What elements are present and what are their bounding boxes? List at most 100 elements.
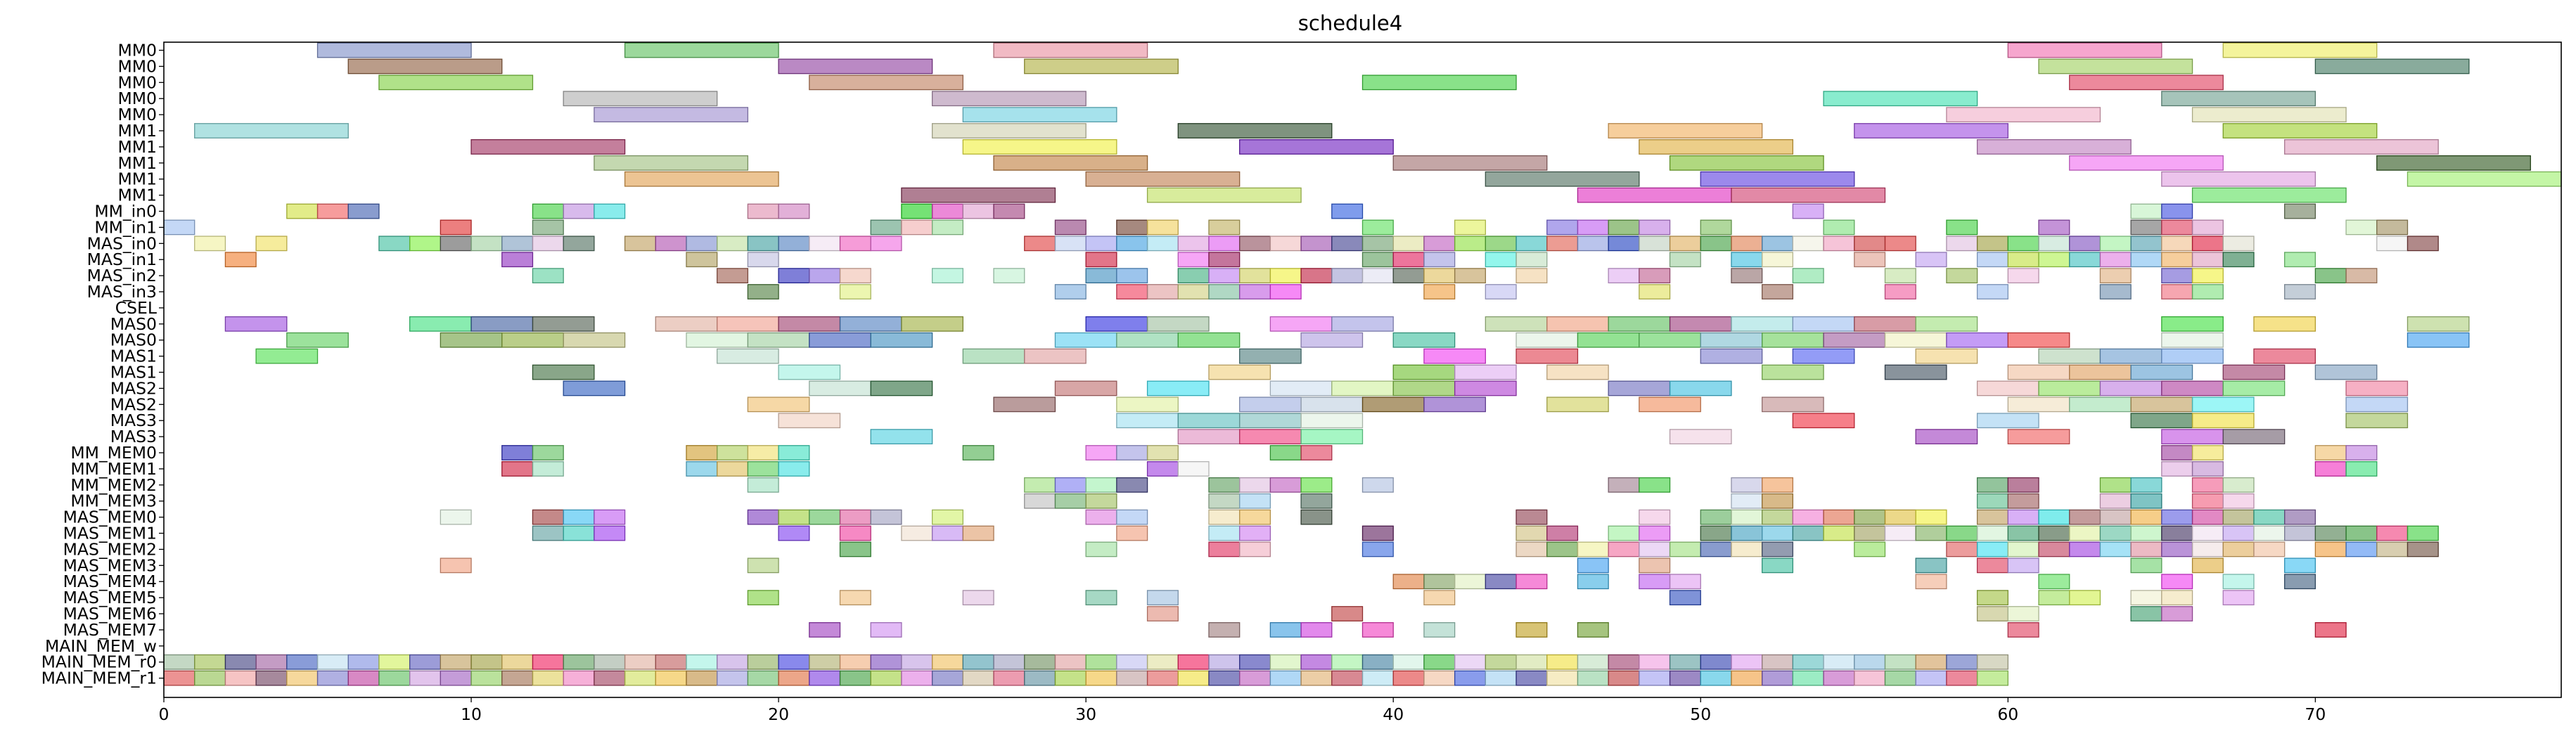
task-bar [993,42,1148,58]
task-bar [1300,413,1364,429]
task-bar [2253,525,2286,541]
task-bar [747,670,779,686]
task-bar [1946,236,1978,252]
task-bar [2007,525,2039,541]
task-bar [2038,58,2193,75]
y-tick-label: MAS0 [110,330,157,350]
y-tick-label: MM_MEM2 [70,475,157,495]
task-bar [717,348,779,364]
task-bar [747,590,779,605]
task-bar [2007,493,2039,509]
task-bar [2130,252,2162,268]
task-bar [532,219,564,236]
y-axis: MM0MM0MM0MM0MM0MM1MM1MM1MM1MM1MM_in0MM_i… [41,41,164,688]
task-bar [1884,284,1916,299]
task-bar [901,203,933,219]
task-bar [747,445,779,460]
task-bar [1116,477,1148,493]
task-bar [1485,670,1517,686]
task-bar [2038,541,2070,558]
task-bar [470,138,626,155]
task-bar [1976,670,2008,686]
task-bar [2345,397,2409,413]
task-bar [1731,670,1763,686]
task-bar [440,509,472,525]
task-bar [2222,236,2255,252]
task-bar [1116,525,1148,541]
task-bar [1331,606,1364,621]
task-bar [1762,284,1794,299]
task-bar [409,316,472,332]
task-bar [1485,654,1517,670]
task-bar [1546,397,1609,413]
y-tick-label: MM0 [117,72,157,92]
task-bar [2161,461,2193,477]
task-bar [1392,654,1425,670]
task-bar [1392,236,1425,252]
task-bar [2099,380,2162,397]
task-bar [1976,493,2008,509]
task-bar [1146,461,1179,477]
task-bar [1054,477,1087,493]
task-bar [1669,155,1824,171]
task-bar [1146,316,1210,332]
task-bar [1700,541,1732,558]
y-tick-label: MAS_MEM1 [63,524,157,543]
task-bar [194,654,226,670]
task-bar [1208,654,1241,670]
task-bar [1269,316,1333,332]
task-bar [2191,541,2224,558]
task-bar [1731,477,1763,493]
task-bar [1146,654,1179,670]
task-bar [1577,219,1609,236]
task-bar [624,236,656,252]
task-bar [1085,590,1117,605]
task-bar [901,525,933,541]
task-bar [1915,525,1947,541]
task-bar [962,138,1117,155]
task-bar [962,107,1117,123]
task-bar [563,654,595,670]
task-bar [316,203,349,219]
task-bar [1269,236,1302,252]
task-bar [1239,397,1302,413]
task-bar [1577,558,1609,574]
task-bar [1361,541,1394,558]
task-bar [1239,670,1271,686]
task-bar [839,316,902,332]
task-bar [624,171,779,187]
task-bar [2069,155,2224,171]
task-bar [686,332,749,348]
task-bar [931,670,963,686]
task-bar [993,268,1025,284]
task-bar [931,525,963,541]
task-bar [470,316,534,332]
task-bar [2130,236,2162,252]
task-bar [409,654,442,670]
task-bar [747,284,779,299]
task-bar [1239,654,1271,670]
task-bar [2130,477,2162,493]
task-bar [2069,364,2132,380]
task-bar [1361,525,1394,541]
task-bar [1116,445,1148,460]
task-bar [870,509,902,525]
task-bar [1485,171,1640,187]
task-bar [1946,670,1978,686]
task-bar [286,332,349,348]
y-tick-label: MAS_MEM5 [63,588,157,607]
task-bar [2191,252,2224,268]
task-bar [1423,590,1456,605]
task-bar [1792,413,1855,429]
task-bar [2407,541,2439,558]
task-bar [1577,541,1609,558]
task-bar [532,670,564,686]
task-bar [1485,574,1517,590]
task-bar [2161,509,2193,525]
task-bar [624,42,779,58]
task-bar [1208,284,1241,299]
task-bar [778,461,810,477]
task-bar [1792,654,1824,670]
task-bar [1946,107,2101,123]
task-bar [2314,58,2470,75]
